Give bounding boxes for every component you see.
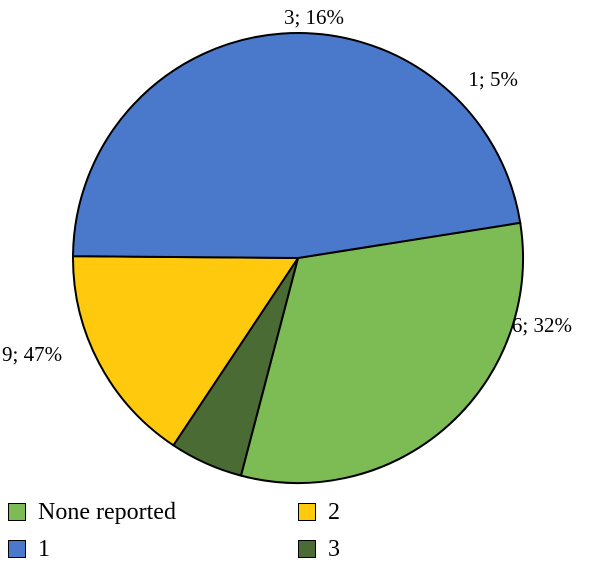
pie-slice-1 bbox=[72, 32, 522, 260]
pie-slice-2 bbox=[72, 255, 300, 447]
data-label: 3; 16% bbox=[284, 5, 344, 29]
data-label: 9; 47% bbox=[2, 342, 62, 366]
data-label: 1; 5% bbox=[468, 67, 518, 91]
data-label: 6; 32% bbox=[512, 313, 572, 337]
pie-data-labels: 6; 32% 1; 5% 3; 16% 9; 47% bbox=[2, 5, 572, 366]
pie-slices bbox=[72, 32, 524, 484]
pie-slice-none-reported bbox=[239, 221, 524, 484]
